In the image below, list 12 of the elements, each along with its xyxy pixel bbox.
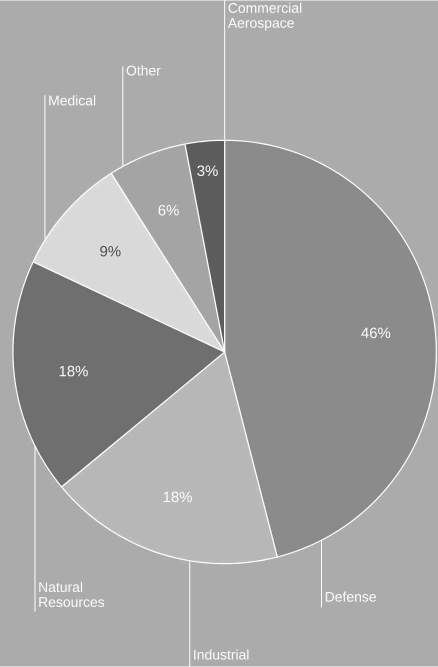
data-label: 9% (100, 246, 120, 256)
slice-label: Industrial (194, 649, 248, 660)
slice-label: Other (126, 65, 160, 76)
data-label: 3% (197, 165, 218, 176)
slice-label: Medical (49, 95, 96, 106)
data-label: 18% (164, 492, 192, 502)
data-label: 18% (60, 366, 88, 376)
slice-label: Defense (326, 591, 376, 602)
data-label: 46% (361, 328, 390, 338)
data-label: 6% (158, 204, 179, 216)
slice-label: Commercial Aerospace (228, 2, 302, 31)
slice-label: Natural Resources (39, 582, 104, 607)
